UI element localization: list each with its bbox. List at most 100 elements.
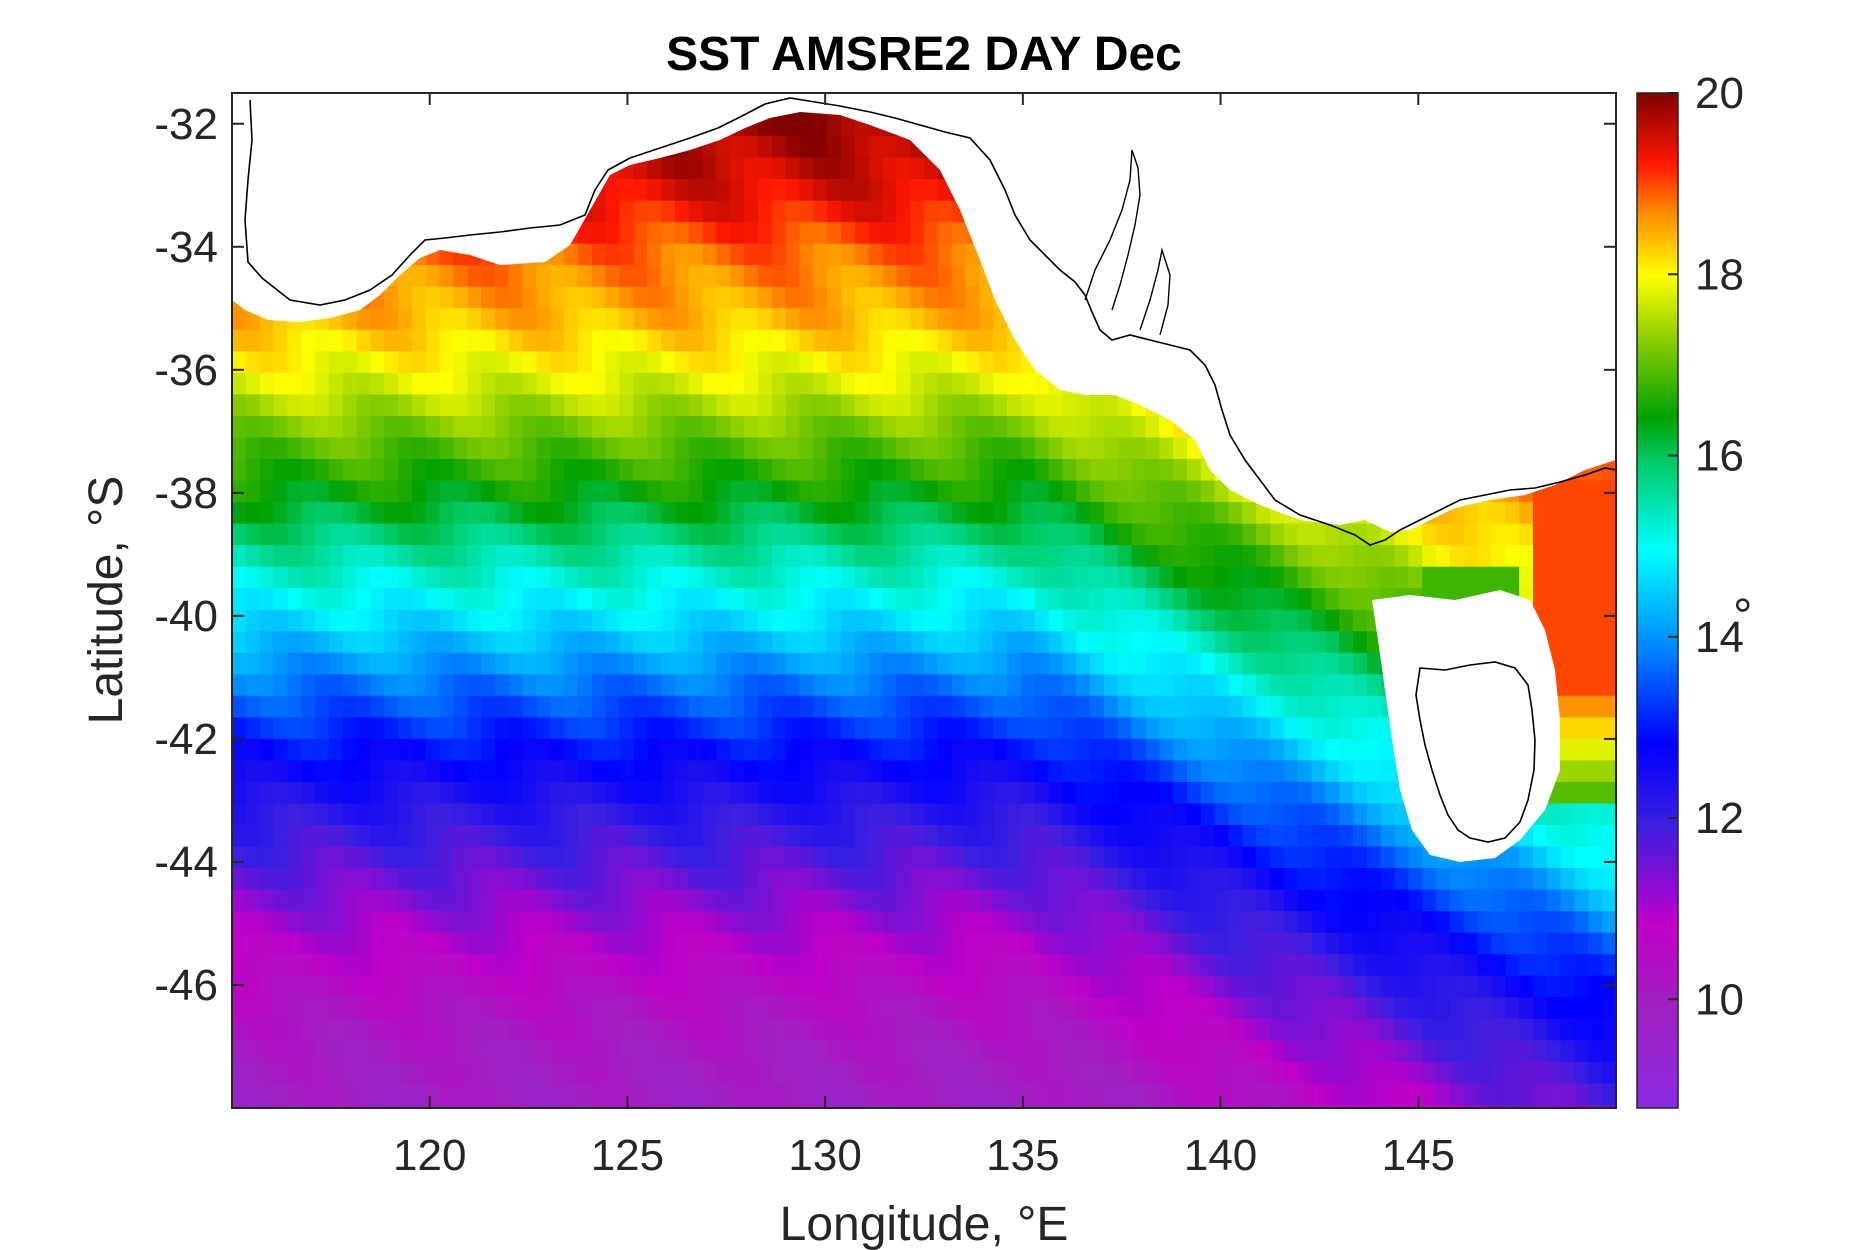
sst-cell [1546, 975, 1562, 998]
sst-cell [342, 588, 358, 611]
sst-cell [965, 329, 981, 353]
sst-cell [979, 502, 994, 525]
sst-cell [522, 631, 538, 654]
sst-cell [522, 1104, 538, 1108]
sst-cell [1103, 416, 1119, 439]
sst-cell [868, 566, 884, 589]
sst-cell [1062, 652, 1077, 676]
sst-cell [744, 846, 759, 869]
sst-cell [827, 868, 842, 891]
sst-cell [1297, 674, 1313, 697]
sst-cell [924, 695, 939, 719]
sst-cell [688, 200, 704, 223]
sst-cell [1477, 868, 1493, 891]
sst-cell [647, 1018, 662, 1042]
sst-cell [661, 760, 676, 783]
sst-cell [591, 394, 607, 417]
sst-cell [356, 502, 372, 525]
sst-cell [245, 480, 261, 503]
sst-cell [674, 566, 690, 589]
sst-cell [398, 1083, 413, 1106]
sst-cell [342, 1061, 358, 1085]
colorbar-tick-label: 14 [1695, 613, 1744, 662]
sst-cell [785, 868, 801, 891]
sst-cell [854, 760, 870, 783]
sst-cell [1325, 997, 1340, 1020]
sst-cell [1574, 782, 1590, 805]
sst-cell [1297, 588, 1313, 611]
sst-cell [287, 588, 302, 611]
sst-cell [1311, 889, 1327, 912]
sst-cell [398, 846, 413, 869]
sst-cell [868, 200, 884, 223]
sst-cell [882, 760, 898, 783]
sst-cell [1422, 566, 1437, 589]
sst-cell [910, 394, 925, 417]
sst-cell [301, 825, 316, 848]
sst-cell [1339, 1083, 1354, 1106]
sst-cell [1076, 459, 1091, 482]
sst-cell [1325, 1018, 1340, 1042]
sst-cell [1436, 523, 1451, 546]
sst-cell [495, 631, 510, 654]
sst-cell [1339, 975, 1354, 998]
sst-cell [1491, 997, 1506, 1020]
sst-cell [1533, 523, 1548, 546]
sst-cell [1616, 93, 1631, 115]
sst-cell [1145, 911, 1160, 934]
sst-cell [882, 480, 898, 503]
sst-cell [1602, 1083, 1616, 1106]
sst-cell [1242, 652, 1257, 676]
sst-cell [301, 351, 316, 374]
sst-cell [1020, 717, 1036, 740]
sst-cell [508, 394, 524, 417]
sst-cell [688, 286, 704, 310]
sst-cell [1020, 502, 1036, 525]
sst-cell [578, 329, 593, 353]
sst-cell [1339, 997, 1354, 1020]
sst-cell [411, 997, 427, 1020]
sst-cell [536, 803, 552, 826]
sst-cell [1062, 932, 1077, 955]
sst-cell [785, 1061, 801, 1085]
sst-cell [398, 609, 413, 632]
sst-cell [965, 652, 981, 676]
sst-cell [1187, 868, 1202, 891]
sst-cell [1408, 566, 1423, 589]
sst-cell [1602, 631, 1616, 654]
sst-cell [1256, 868, 1271, 891]
sst-cell [245, 609, 261, 632]
sst-cell [937, 200, 953, 223]
sst-cell [1311, 825, 1327, 848]
sst-cell [453, 631, 468, 654]
sst-cell [578, 545, 593, 568]
sst-cell [564, 932, 579, 955]
sst-cell [937, 566, 953, 589]
sst-cell [370, 738, 385, 762]
sst-cell [301, 372, 316, 396]
sst-cell [1283, 803, 1299, 826]
sst-cell [647, 609, 662, 632]
sst-cell [647, 308, 662, 331]
sst-cell [937, 1061, 953, 1085]
sst-cell [453, 889, 468, 912]
sst-cell [882, 459, 898, 482]
sst-cell [1422, 1083, 1437, 1106]
sst-cell [1463, 911, 1479, 934]
sst-cell [937, 394, 953, 417]
sst-cell [1353, 695, 1368, 719]
sst-cell [259, 954, 275, 977]
sst-cell [661, 975, 676, 998]
sst-cell [924, 975, 939, 998]
sst-cell [370, 674, 385, 697]
sst-cell [993, 1040, 1008, 1063]
sst-cell [1256, 1104, 1271, 1108]
sst-cell [771, 329, 787, 353]
sst-cell [937, 782, 953, 805]
sst-cell [411, 846, 427, 869]
sst-cell [1353, 588, 1368, 611]
sst-cell [328, 782, 344, 805]
sst-cell [495, 437, 510, 460]
sst-cell [799, 1018, 814, 1042]
sst-cell [979, 308, 994, 331]
